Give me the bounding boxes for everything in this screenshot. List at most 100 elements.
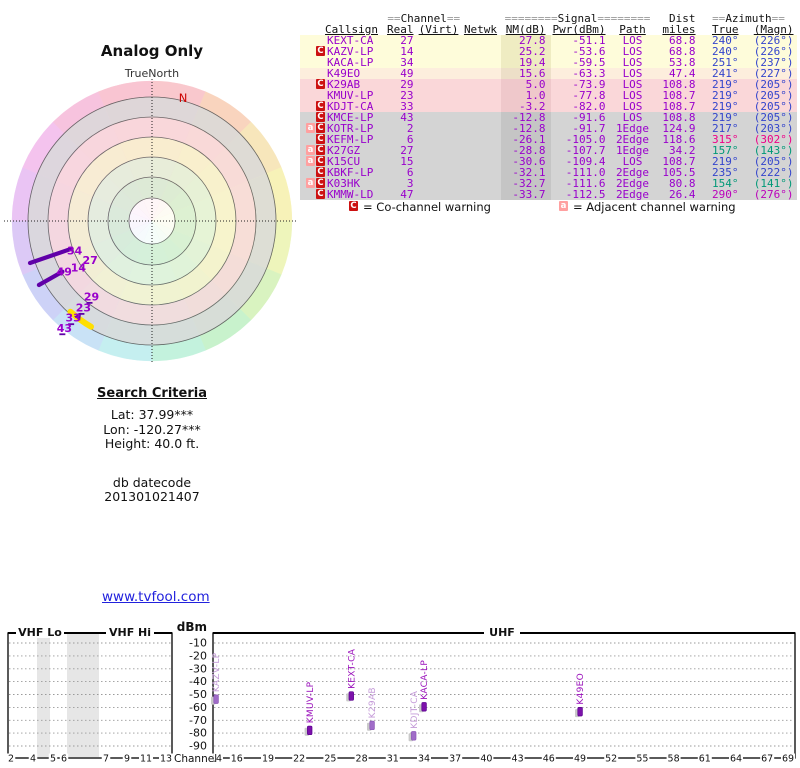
table-cell bbox=[417, 145, 461, 156]
channel-axis-label: Channel bbox=[174, 753, 217, 765]
table-cell: 108.8 bbox=[662, 112, 696, 123]
table-cell: 1.0 bbox=[500, 90, 551, 101]
channel-tick-label: 28 bbox=[356, 754, 368, 765]
dbm-tick-label: -10 bbox=[189, 637, 207, 650]
table-cell bbox=[461, 112, 501, 123]
channel-tick-label: 64 bbox=[730, 754, 742, 765]
dbm-tick-label: -50 bbox=[189, 688, 207, 701]
table-cell: 15 bbox=[400, 156, 414, 167]
table-cell: 240° bbox=[712, 46, 739, 57]
table-cell bbox=[461, 35, 501, 46]
table-cell: (226°) bbox=[753, 46, 794, 57]
table-cell: 241° bbox=[712, 68, 739, 79]
channel-tick-label: 67 bbox=[761, 754, 773, 765]
table-cell: 47.4 bbox=[669, 68, 696, 79]
col-pwr: Pwr(dBm) bbox=[552, 24, 606, 35]
channel-tick-bg bbox=[209, 753, 223, 764]
station-signal-bar bbox=[411, 731, 417, 741]
tvfool-link[interactable]: www.tvfool.com bbox=[102, 589, 210, 605]
channel-tick-label: 46 bbox=[543, 754, 555, 765]
radar-station-label: 34 bbox=[67, 244, 83, 257]
table-cell: (143°) bbox=[753, 145, 794, 156]
table-cell: (141°) bbox=[753, 178, 794, 189]
channel-tick-label: 6 bbox=[61, 754, 67, 765]
table-cell: (205°) bbox=[753, 90, 794, 101]
table-cell bbox=[417, 79, 461, 90]
dbm-tick-label: -60 bbox=[189, 701, 207, 714]
table-cell: -51.1 bbox=[572, 35, 606, 46]
channel-tick-bg bbox=[417, 753, 431, 764]
col-path: Path bbox=[619, 24, 646, 35]
table-cell bbox=[417, 112, 461, 123]
table-cell: 25.2 bbox=[500, 46, 551, 57]
channel-tick-bg bbox=[59, 753, 69, 764]
channel-tick-label: 52 bbox=[605, 754, 617, 765]
table-cell: C bbox=[300, 112, 325, 123]
table-cell: -111.0 bbox=[565, 167, 606, 178]
channel-tick-label: 16 bbox=[231, 754, 243, 765]
azimuth-color-sector bbox=[27, 220, 153, 269]
co-channel-warning-badge: C bbox=[316, 112, 325, 122]
table-cell bbox=[417, 156, 461, 167]
table-row: C KMCE-LP 43 -12.8 -91.6 LOS 108.8 219° (205°) bbox=[300, 112, 797, 123]
table-cell: KACA-LP bbox=[327, 57, 374, 68]
table-cell: LOS bbox=[622, 46, 643, 57]
table-cell: 34.2 bbox=[669, 145, 696, 156]
table-cell: -73.9 bbox=[572, 79, 606, 90]
table-cell bbox=[417, 90, 461, 101]
table-cell: KBKF-LP bbox=[327, 167, 374, 178]
channel-tick-label: 31 bbox=[387, 754, 399, 765]
dbm-tick-label: -90 bbox=[189, 740, 207, 753]
channel-tick-label: 34 bbox=[418, 754, 430, 765]
table-cell: 26.4 bbox=[669, 189, 696, 200]
table-cell: K27GZ bbox=[327, 145, 361, 156]
table-cell bbox=[417, 178, 461, 189]
channel-tick-label: 55 bbox=[636, 754, 648, 765]
table-cell: KMMW-LD bbox=[327, 189, 374, 200]
table-cell: 290° bbox=[712, 189, 739, 200]
co-channel-badge: C bbox=[349, 201, 358, 211]
table-cell: 68.8 bbox=[669, 35, 696, 46]
table-cell: 315° bbox=[712, 134, 739, 145]
channel-tick-bg bbox=[541, 753, 556, 764]
table-cell: 68.8 bbox=[669, 46, 696, 57]
table-cell: 5.0 bbox=[500, 79, 551, 90]
table-cell: -28.8 bbox=[500, 145, 551, 156]
table-cell: (226°) bbox=[753, 35, 794, 46]
channel-tick-label: 43 bbox=[512, 754, 524, 765]
table-row: C KDJT-CA 33 -3.2 -82.0 LOS 108.7 219° (205°) bbox=[300, 101, 797, 112]
channel-tick-label: 22 bbox=[293, 754, 305, 765]
table-cell bbox=[461, 123, 501, 134]
table-cell: (227°) bbox=[753, 68, 794, 79]
azimuth-color-sector bbox=[151, 133, 267, 222]
azimuth-color-sector bbox=[104, 96, 153, 222]
table-cell: 251° bbox=[712, 57, 739, 68]
table-cell bbox=[461, 68, 501, 79]
table-cell: (205°) bbox=[753, 112, 794, 123]
channel-tick-bg bbox=[697, 753, 712, 764]
table-row: C KAZV-LP 14 25.2 -53.6 LOS 68.8 240° (226°) bbox=[300, 46, 797, 57]
table-cell: 2Edge bbox=[615, 134, 650, 145]
vhf-hi-label: VHF Hi bbox=[109, 626, 151, 639]
azimuth-color-sector bbox=[27, 173, 153, 222]
channel-group-header: ==Channel== bbox=[387, 13, 461, 24]
dbm-tick-label: -40 bbox=[189, 675, 207, 688]
table-cell: C bbox=[300, 167, 325, 178]
table-cell: 219° bbox=[712, 112, 739, 123]
channel-tick-bg bbox=[781, 753, 795, 764]
table-cell bbox=[417, 134, 461, 145]
vhf-lo-label-bg bbox=[16, 626, 64, 638]
azimuth-color-sector bbox=[151, 220, 200, 346]
table-cell: 108.7 bbox=[662, 90, 696, 101]
spectrum-station-label: KACA-LP bbox=[420, 660, 430, 700]
co-channel-warning-badge: C bbox=[316, 123, 325, 133]
channel-tick-label: 58 bbox=[668, 754, 680, 765]
selected-channel-highlight-arc bbox=[67, 308, 94, 330]
table-cell: -12.8 bbox=[500, 112, 551, 123]
table-cell: 47 bbox=[400, 189, 414, 200]
table-cell: 33 bbox=[400, 101, 414, 112]
co-channel-legend: C = Co-channel warning bbox=[349, 200, 491, 214]
table-cell: 27 bbox=[400, 35, 414, 46]
table-cell: -32.1 bbox=[500, 167, 551, 178]
